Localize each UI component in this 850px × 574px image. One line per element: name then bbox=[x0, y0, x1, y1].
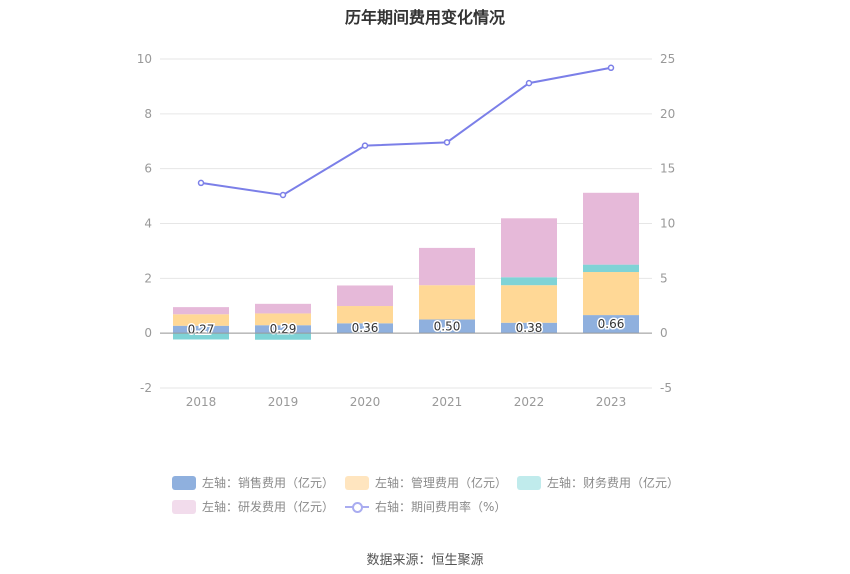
bar-segment bbox=[173, 307, 229, 315]
right-axis-tick-label: 10 bbox=[660, 217, 675, 231]
line-point bbox=[607, 64, 615, 72]
bar-segment bbox=[501, 322, 557, 334]
left-axis-tick-label: 2 bbox=[144, 271, 152, 285]
bar-segment bbox=[419, 319, 475, 334]
line-point bbox=[443, 139, 451, 146]
legend-item-expense-rate[interactable]: 右轴：期间费用率（%） bbox=[345, 498, 506, 515]
bar-segment bbox=[337, 306, 393, 324]
bar-segment bbox=[173, 314, 229, 326]
legend-swatch-sales bbox=[172, 475, 196, 490]
x-axis-tick-label: 2019 bbox=[268, 395, 299, 409]
right-axis-tick-label: -5 bbox=[660, 381, 672, 395]
bar-segment bbox=[501, 218, 557, 278]
left-axis-tick-label: 4 bbox=[144, 217, 152, 231]
legend-item-sales[interactable]: 左轴：销售费用（亿元） bbox=[172, 474, 334, 491]
right-axis-tick-label: 5 bbox=[660, 271, 668, 285]
bars bbox=[173, 192, 639, 340]
legend-item-admin[interactable]: 左轴：管理费用（亿元） bbox=[345, 474, 507, 491]
bar-segment bbox=[583, 315, 639, 334]
left-axis-tick-label: 10 bbox=[137, 52, 152, 66]
chart-title: 历年期间费用变化情况 bbox=[344, 8, 505, 27]
bar-segment bbox=[255, 325, 311, 334]
line-point bbox=[525, 79, 533, 87]
axes: -2 0 2 4 6 8 10 -5 0 5 10 15 20 25 2018 2019 2020 2021 202… bbox=[137, 52, 676, 409]
bar-segment bbox=[583, 192, 639, 265]
right-axis-tick-label: 25 bbox=[660, 52, 675, 66]
legend-label-expense-rate: 右轴：期间费用率（%） bbox=[375, 500, 507, 514]
data-label: 0.36 bbox=[352, 321, 379, 335]
right-axis-tick-label: 15 bbox=[660, 162, 675, 176]
bar-segment bbox=[255, 333, 311, 340]
bar-segment bbox=[583, 272, 639, 316]
data-label: 0.66 bbox=[598, 317, 625, 331]
line-series bbox=[197, 64, 615, 199]
legend-label-finance: 左轴：财务费用（亿元） bbox=[547, 476, 680, 490]
right-axis-tick-label: 20 bbox=[660, 107, 675, 121]
legend-label-sales: 左轴：销售费用（亿元） bbox=[202, 476, 335, 490]
left-axis-tick-label: 0 bbox=[144, 326, 152, 340]
legend-label-admin: 左轴：管理费用（亿元） bbox=[375, 476, 508, 490]
left-axis-tick-label: -2 bbox=[140, 381, 152, 395]
data-label: 0.27 bbox=[188, 322, 215, 336]
legend-swatch-rnd bbox=[172, 499, 196, 514]
line-point bbox=[361, 142, 369, 149]
legend-item-finance[interactable]: 左轴：财务费用（亿元） bbox=[517, 474, 679, 491]
left-axis-tick-label: 8 bbox=[144, 107, 152, 121]
bar-segment bbox=[173, 333, 229, 340]
data-label: 0.29 bbox=[270, 322, 297, 336]
bar-segment bbox=[501, 285, 557, 323]
bar-segment bbox=[173, 325, 229, 334]
x-axis-tick-label: 2023 bbox=[596, 395, 627, 409]
bar-segment bbox=[419, 285, 475, 320]
right-axis-tick-label: 0 bbox=[660, 326, 668, 340]
legend-swatch-finance bbox=[517, 475, 541, 490]
line-point bbox=[279, 191, 287, 199]
bar-segment bbox=[583, 264, 639, 273]
x-axis-tick-label: 2020 bbox=[350, 395, 381, 409]
legend-swatch-expense-rate bbox=[345, 500, 369, 514]
bar-segment bbox=[255, 303, 311, 314]
legend-item-rnd[interactable]: 左轴：研发费用（亿元） bbox=[172, 498, 334, 515]
left-axis-tick-label: 6 bbox=[144, 162, 152, 176]
line-point bbox=[197, 179, 205, 187]
x-axis-tick-label: 2021 bbox=[432, 395, 463, 409]
bar-segment bbox=[337, 323, 393, 334]
legend-label-rnd: 左轴：研发费用（亿元） bbox=[202, 500, 335, 514]
grid-lines bbox=[160, 58, 652, 389]
bar-segment bbox=[419, 247, 475, 286]
bar-segment bbox=[501, 277, 557, 286]
x-axis-tick-label: 2018 bbox=[186, 395, 217, 409]
bar-segment bbox=[337, 285, 393, 307]
source-note: 数据来源：恒生聚源 bbox=[366, 553, 484, 568]
bar-segment bbox=[255, 313, 311, 326]
data-label: 0.50 bbox=[434, 319, 461, 333]
legend-swatch-admin bbox=[345, 475, 369, 490]
expense-rate-line bbox=[200, 66, 612, 197]
x-axis-tick-label: 2022 bbox=[514, 395, 545, 409]
data-label: 0.38 bbox=[516, 321, 543, 335]
